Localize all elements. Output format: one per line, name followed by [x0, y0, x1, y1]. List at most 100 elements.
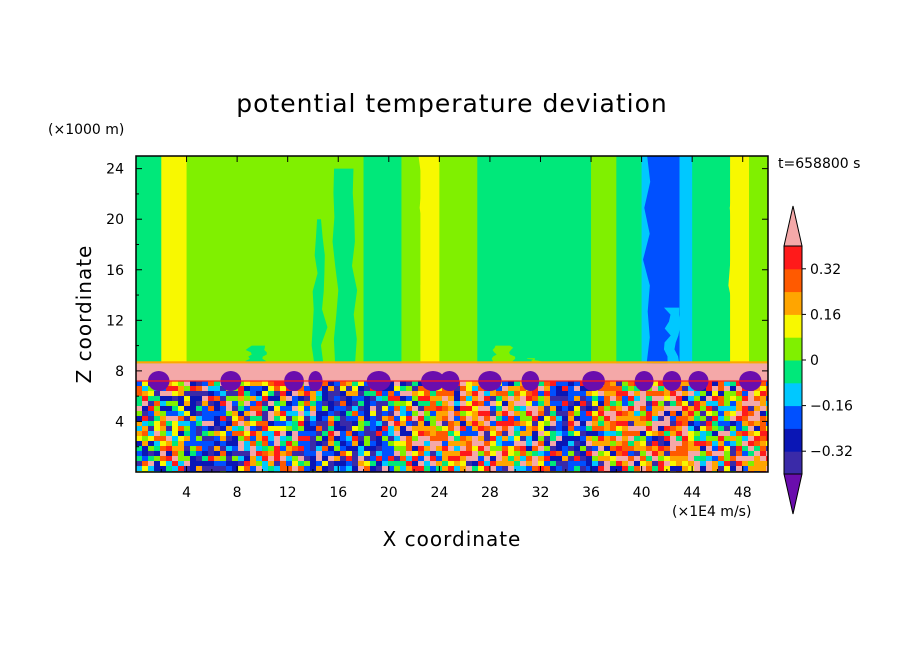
turbulence-cell [190, 405, 197, 412]
turbulence-cell [448, 435, 455, 442]
turbulence-cell [598, 465, 605, 472]
turbulence-cell [526, 450, 533, 457]
turbulence-cell [682, 435, 689, 442]
turbulence-cell [724, 415, 731, 422]
turbulence-cell [706, 430, 713, 437]
turbulence-cell [364, 400, 371, 407]
turbulence-cell [592, 440, 599, 447]
turbulence-cell [376, 460, 383, 467]
turbulence-cell [694, 430, 701, 437]
turbulence-cell [604, 415, 611, 422]
turbulence-cell [748, 390, 755, 397]
turbulence-cell [568, 430, 575, 437]
turbulence-cell [160, 390, 167, 397]
turbulence-cell [616, 425, 623, 432]
turbulence-cell [652, 465, 659, 472]
contour-plume [281, 332, 296, 364]
turbulence-cell [340, 380, 347, 387]
turbulence-cell [520, 420, 527, 427]
turbulence-cell [442, 390, 449, 397]
turbulence-cell [436, 390, 443, 397]
turbulence-cell [454, 445, 461, 452]
turbulence-cell [334, 380, 341, 387]
turbulence-cell [232, 405, 239, 412]
turbulence-cell [448, 460, 455, 467]
turbulence-cell [418, 445, 425, 452]
turbulence-cell [502, 430, 509, 437]
turbulence-cell [280, 390, 287, 397]
turbulence-cell [580, 430, 587, 437]
turbulence-cell [622, 390, 629, 397]
turbulence-cell [148, 390, 155, 397]
turbulence-cell [688, 425, 695, 432]
turbulence-cell [340, 415, 347, 422]
turbulence-cell [718, 430, 725, 437]
turbulence-cell [544, 455, 551, 462]
turbulence-cell [514, 415, 521, 422]
turbulence-cell [724, 445, 731, 452]
turbulence-cell [136, 410, 143, 417]
turbulence-cell [394, 460, 401, 467]
turbulence-cell [316, 390, 323, 397]
turbulence-cell [520, 415, 527, 422]
turbulence-cell [736, 460, 743, 467]
turbulence-cell [202, 415, 209, 422]
turbulence-cell [580, 400, 587, 407]
turbulence-cell [466, 440, 473, 447]
turbulence-cell [646, 415, 653, 422]
turbulence-cell [766, 380, 768, 387]
turbulence-cell [586, 410, 593, 417]
turbulence-cell [166, 430, 173, 437]
turbulence-cell [478, 460, 485, 467]
turbulence-cell [550, 380, 557, 387]
turbulence-cell [478, 400, 485, 407]
turbulence-cell [394, 425, 401, 432]
turbulence-cell [238, 445, 245, 452]
turbulence-cell [586, 400, 593, 407]
turbulence-cell [208, 465, 215, 472]
turbulence-cell [304, 400, 311, 407]
turbulence-cell [244, 425, 251, 432]
turbulence-cell [724, 440, 731, 447]
turbulence-cell [604, 395, 611, 402]
turbulence-cell [304, 395, 311, 402]
turbulence-cell [682, 460, 689, 467]
turbulence-cell [466, 465, 473, 472]
turbulence-cell [484, 405, 491, 412]
turbulence-cell [472, 450, 479, 457]
turbulence-cell [448, 440, 455, 447]
turbulence-cell [712, 455, 719, 462]
turbulence-cell [466, 420, 473, 427]
turbulence-cell [286, 420, 293, 427]
turbulence-cell [196, 460, 203, 467]
turbulence-cell [454, 455, 461, 462]
turbulence-cell [340, 450, 347, 457]
turbulence-cell [442, 410, 449, 417]
turbulence-cell [724, 425, 731, 432]
turbulence-cell [688, 420, 695, 427]
turbulence-cell [322, 385, 329, 392]
turbulence-cell [490, 415, 497, 422]
turbulence-cell [304, 380, 311, 387]
turbulence-cell [202, 465, 209, 472]
turbulence-cell [700, 410, 707, 417]
turbulence-cell [400, 390, 407, 397]
turbulence-cell [160, 395, 167, 402]
turbulence-cell [400, 460, 407, 467]
turbulence-cell [274, 380, 281, 387]
turbulence-cell [214, 415, 221, 422]
turbulence-cell [322, 460, 329, 467]
turbulence-cell [406, 395, 413, 402]
turbulence-cell [550, 400, 557, 407]
turbulence-cell [742, 405, 749, 412]
turbulence-cell [520, 455, 527, 462]
turbulence-cell [604, 390, 611, 397]
turbulence-cell [280, 445, 287, 452]
turbulence-cell [622, 405, 629, 412]
turbulence-cell [586, 395, 593, 402]
turbulence-cell [184, 405, 191, 412]
turbulence-cell [538, 385, 545, 392]
turbulence-cell [754, 405, 761, 412]
turbulence-cell [154, 405, 161, 412]
turbulence-cell [574, 410, 581, 417]
